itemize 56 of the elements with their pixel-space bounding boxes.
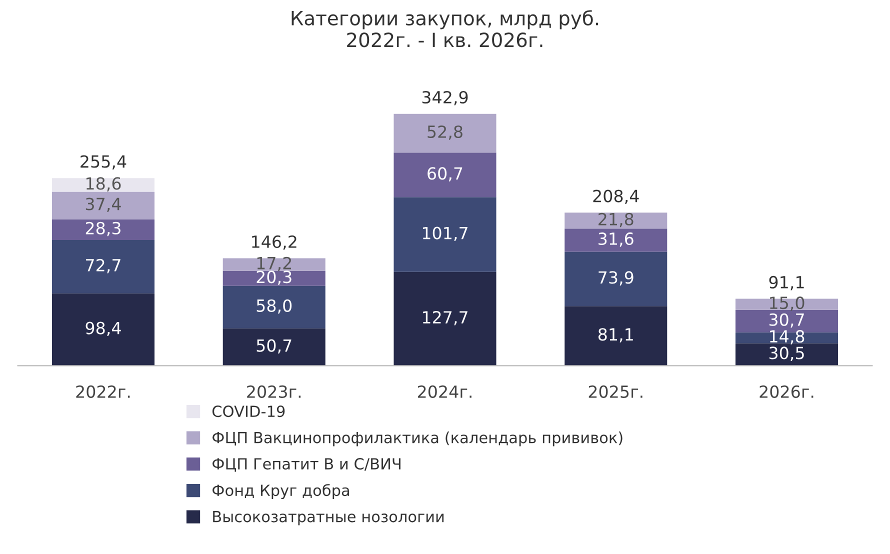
data-label: 15,0 bbox=[770, 296, 804, 311]
bar bbox=[564, 252, 668, 306]
total-label: 342,9 bbox=[422, 90, 468, 106]
data-label: 31,6 bbox=[598, 232, 634, 247]
bar bbox=[222, 286, 326, 328]
bar bbox=[222, 258, 326, 271]
bar bbox=[52, 178, 155, 192]
data-label: 81,1 bbox=[598, 328, 633, 342]
data-label: 72,7 bbox=[86, 258, 120, 274]
legend-label: Высокозатратные нозологии bbox=[213, 510, 444, 526]
data-label: 60,7 bbox=[428, 167, 462, 182]
data-label: 28,3 bbox=[86, 222, 120, 236]
bar bbox=[52, 219, 155, 240]
bar bbox=[222, 270, 326, 286]
x-tick-label: 2022г. bbox=[76, 385, 130, 398]
data-label: 14,8 bbox=[770, 330, 804, 344]
data-label: 21,8 bbox=[598, 212, 634, 228]
bar bbox=[564, 306, 668, 366]
data-label: 58,0 bbox=[256, 299, 292, 314]
bar bbox=[394, 152, 496, 198]
bar bbox=[52, 192, 155, 220]
legend-label: COVID-19 bbox=[212, 406, 285, 418]
total-label: 91,1 bbox=[769, 276, 804, 290]
x-tick-label: 2024г. bbox=[418, 385, 472, 398]
data-label: 127,7 bbox=[422, 310, 468, 326]
x-tick-label: 2026г. bbox=[760, 385, 814, 398]
data-label: 18,6 bbox=[86, 177, 121, 192]
data-label: 30,7 bbox=[769, 313, 804, 328]
data-label: 52,8 bbox=[428, 125, 462, 140]
bar bbox=[222, 328, 326, 366]
bar bbox=[564, 228, 668, 252]
bar bbox=[394, 197, 496, 272]
bar bbox=[394, 114, 496, 153]
x-tick-label: 2025г. bbox=[588, 385, 642, 398]
chart-title: Категории закупок, млрд руб. 2022г. - I кв. 2026г. bbox=[292, 10, 598, 48]
data-label: 20,3 bbox=[256, 270, 292, 285]
data-label: 30,5 bbox=[769, 346, 804, 361]
data-label: 37,4 bbox=[86, 198, 121, 212]
total-label: 208,4 bbox=[593, 190, 639, 204]
bar bbox=[394, 272, 496, 366]
bar bbox=[564, 212, 668, 229]
total-label: 146,2 bbox=[252, 235, 296, 250]
legend-label: Фонд Круг добра bbox=[212, 484, 349, 500]
bar bbox=[735, 343, 838, 366]
legend-label: ФЦП Гепатит В и С/ВИЧ bbox=[212, 458, 400, 472]
data-label: 73,9 bbox=[598, 271, 634, 286]
legend-label: ФЦП Вакцинопрофилактика (календарь прививок) bbox=[212, 432, 622, 446]
total-label: 255,4 bbox=[80, 155, 126, 170]
bar bbox=[735, 298, 838, 310]
data-label: 50,7 bbox=[256, 339, 292, 354]
x-tick-label: 2023г. bbox=[247, 385, 301, 398]
data-label: 98,4 bbox=[86, 322, 121, 336]
bar bbox=[52, 240, 155, 294]
data-label: 101,7 bbox=[422, 226, 468, 242]
bar bbox=[52, 293, 155, 366]
data-label: 17,2 bbox=[257, 256, 292, 272]
